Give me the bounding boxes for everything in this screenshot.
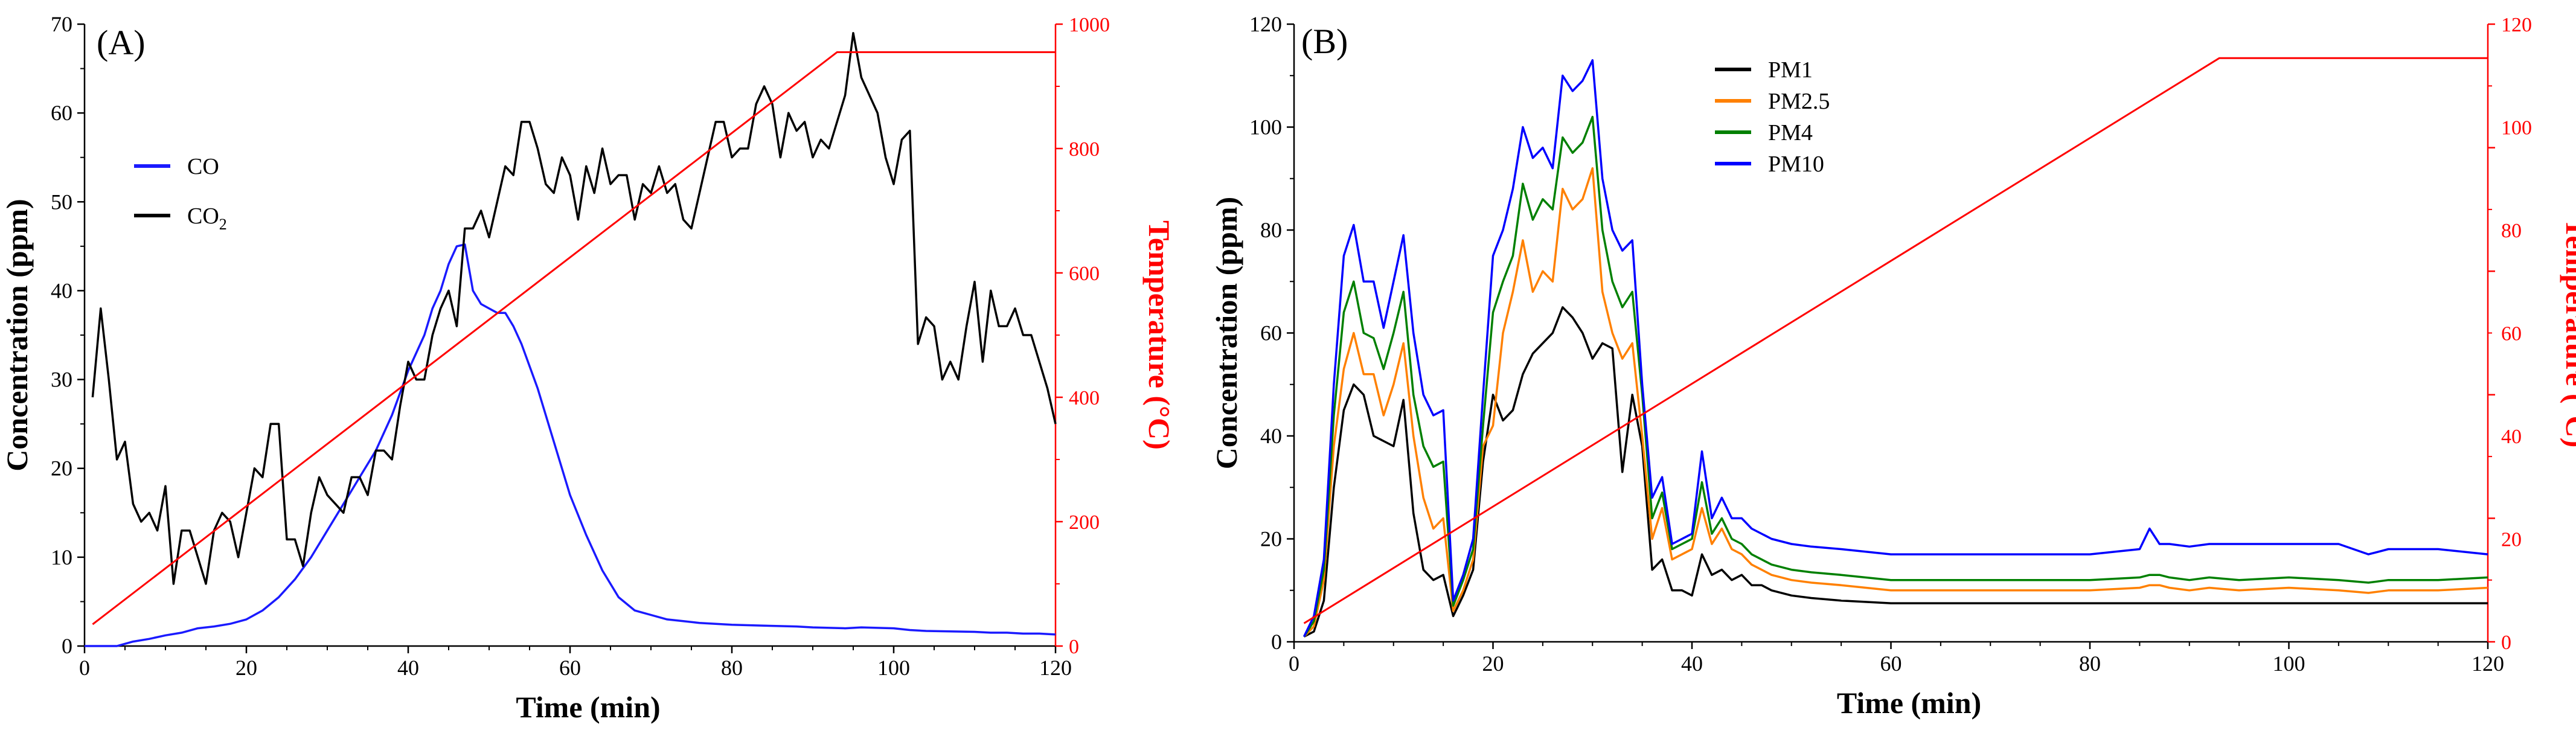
y2-tick-label: 800 — [1069, 138, 1100, 161]
y-tick-label: 80 — [1260, 218, 1282, 242]
x-tick-label: 120 — [2472, 651, 2504, 676]
y-tick-label: 20 — [1260, 527, 1282, 551]
panel-label: (A) — [97, 23, 146, 62]
y-tick-label: 30 — [51, 368, 72, 392]
y2-tick-label: 80 — [2501, 220, 2522, 242]
series-line-pm1 — [1303, 306, 2488, 638]
y2-tick-label: 20 — [2501, 529, 2522, 551]
x-tick-label: 40 — [1681, 651, 1703, 676]
y2-tick-label: 100 — [2501, 117, 2532, 139]
y2-tick-label: 60 — [2501, 323, 2522, 345]
y-tick-label: 20 — [51, 456, 72, 481]
y2-tick-label: 40 — [2501, 426, 2522, 448]
series-line-pm2-5 — [1303, 167, 2488, 638]
y-tick-label: 40 — [51, 278, 72, 302]
chart-panel-1: 0 20 40 60 80 100 1200204060801001200204060801… — [1210, 12, 2576, 720]
y-tick-label: 10 — [51, 545, 72, 569]
series-line-co2 — [91, 31, 1057, 585]
legend-label: CO — [187, 154, 219, 179]
x-tick-label: 0 — [79, 656, 90, 680]
y-tick-label: 0 — [62, 634, 72, 658]
series-line-temperature — [1303, 57, 2488, 624]
panel-label: (B) — [1301, 22, 1348, 61]
x-tick-label: 0 — [1289, 651, 1299, 676]
series-line-temperature — [92, 51, 1056, 626]
y2-tick-label: 0 — [2501, 632, 2511, 654]
y2-axis-label: Temperature (°C) — [2560, 219, 2576, 448]
y-tick-label: 60 — [1260, 321, 1282, 345]
y-tick-label: 40 — [1260, 424, 1282, 448]
x-tick-label: 60 — [1880, 651, 1902, 676]
series-line-pm10 — [1302, 59, 2488, 638]
series-line-co — [85, 243, 1056, 647]
y-tick-label: 0 — [1271, 630, 1282, 654]
x-tick-label: 20 — [235, 656, 257, 680]
x-axis-label: Time (min) — [1837, 686, 1981, 720]
x-tick-label: 60 — [559, 656, 581, 680]
legend-label: PM1 — [1768, 57, 1813, 83]
x-tick-label: 80 — [721, 656, 743, 680]
y-tick-label: 50 — [51, 190, 72, 214]
y2-axis-label: Temperature (°C) — [1142, 220, 1176, 450]
legend-label: PM4 — [1768, 120, 1813, 146]
x-tick-label: 80 — [2079, 651, 2101, 676]
legend-label: PM10 — [1768, 152, 1824, 177]
y-tick-label: 100 — [1249, 115, 1282, 139]
y2-tick-label: 600 — [1069, 263, 1100, 285]
y2-tick-label: 0 — [1069, 636, 1079, 658]
y-axis-label: Concentration (ppm) — [0, 199, 34, 471]
y-axis-label: Concentration (ppm) — [1210, 197, 1243, 469]
legend-label: PM2.5 — [1768, 89, 1830, 114]
legend-label: CO2 — [187, 203, 227, 233]
x-tick-label: 20 — [1482, 651, 1504, 676]
y-tick-label: 70 — [51, 12, 72, 36]
y-tick-label: 120 — [1249, 12, 1282, 36]
legend-subscript: 2 — [219, 216, 227, 233]
y2-tick-label: 400 — [1069, 387, 1100, 409]
y2-tick-label: 120 — [2501, 14, 2532, 36]
x-axis-label: Time (min) — [516, 690, 660, 724]
chart-panel-0: 0 20 40 60 80 100 1200102030405060700200400600… — [0, 12, 1176, 724]
y2-tick-label: 200 — [1069, 511, 1100, 534]
x-tick-label: 100 — [877, 656, 910, 680]
y-tick-label: 60 — [51, 101, 72, 125]
x-tick-label: 40 — [397, 656, 419, 680]
y2-tick-label: 1000 — [1069, 14, 1110, 36]
series-line-pm4 — [1303, 115, 2488, 638]
x-tick-label: 100 — [2273, 651, 2305, 676]
x-tick-label: 120 — [1039, 656, 1072, 680]
